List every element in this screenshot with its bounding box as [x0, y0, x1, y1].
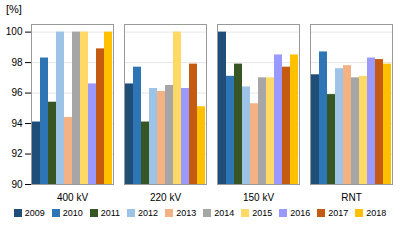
html-text:2015: 2015 — [252, 208, 273, 218]
svg-text:400 kV: 400 kV — [57, 192, 88, 203]
html-text:2012: 2012 — [138, 208, 159, 218]
svg-text:96: 96 — [11, 87, 23, 98]
svg-text:150 kV: 150 kV — [243, 192, 274, 203]
svg-text:RNT: RNT — [341, 192, 362, 203]
svg-text:90: 90 — [11, 179, 23, 190]
html-text:2016: 2016 — [290, 208, 311, 218]
svg-text:92: 92 — [11, 148, 23, 159]
html-text:2009: 2009 — [24, 208, 45, 218]
html-text:2010: 2010 — [62, 208, 83, 218]
svg-text:220 kV: 220 kV — [150, 192, 181, 203]
html-text:2014: 2014 — [214, 208, 235, 218]
svg-text:100: 100 — [6, 26, 23, 37]
html-text:2011: 2011 — [100, 208, 121, 218]
html-text:2018: 2018 — [366, 208, 387, 218]
html-text:2013: 2013 — [176, 208, 197, 218]
svg-text:98: 98 — [11, 57, 23, 68]
html-text:2017: 2017 — [328, 208, 349, 218]
svg-text:94: 94 — [11, 118, 23, 129]
